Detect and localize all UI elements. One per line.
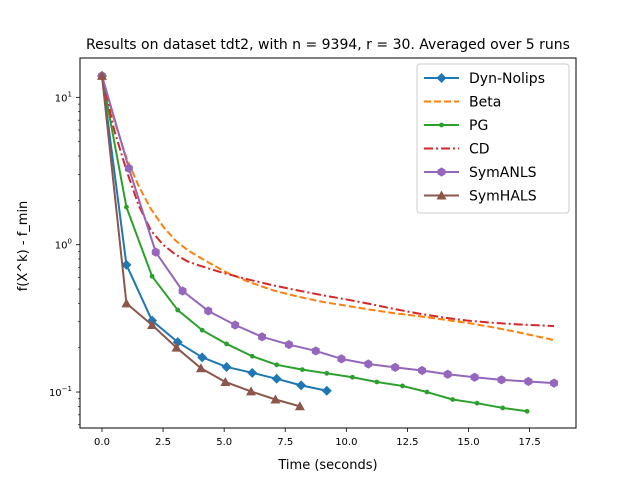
data-point <box>178 286 187 296</box>
legend-item: CD <box>424 142 490 158</box>
data-point <box>311 346 320 356</box>
x-tick-label: 10.0 <box>335 437 357 448</box>
series-cd <box>101 75 555 328</box>
legend-item: Beta <box>424 95 501 111</box>
data-point <box>364 359 373 369</box>
legend-label: CD <box>469 142 490 158</box>
data-point <box>199 327 205 333</box>
legend-swatch-marker <box>437 167 446 177</box>
data-point <box>172 337 183 348</box>
legend-label: SymHALS <box>469 189 537 205</box>
series-layer <box>96 70 558 414</box>
data-point <box>231 320 240 330</box>
y-tick-label: 100 <box>55 238 72 252</box>
data-point <box>204 306 213 316</box>
data-point <box>284 339 293 350</box>
data-point <box>270 394 281 404</box>
legend-swatch-marker <box>439 122 444 128</box>
x-tick-label: 12.5 <box>396 437 418 448</box>
data-point <box>171 342 182 352</box>
series-symanls <box>98 71 558 388</box>
data-point <box>400 383 405 389</box>
data-point <box>470 372 479 382</box>
data-point <box>247 367 258 378</box>
series-line <box>101 75 555 342</box>
data-point <box>391 362 400 372</box>
data-point <box>221 361 232 372</box>
data-point <box>299 367 305 372</box>
data-point <box>500 405 506 411</box>
data-point <box>374 379 380 385</box>
legend-swatch-marker <box>436 190 447 200</box>
x-tick-label: 0.0 <box>94 437 110 448</box>
data-point <box>224 341 230 347</box>
data-point <box>175 307 181 313</box>
data-point <box>274 362 280 368</box>
plot-area: 0.0 2.5 5.0 7.5 10.0 12.5 15.0 17.5 10−1 100 101 <box>49 57 577 448</box>
data-point <box>124 204 129 210</box>
series-line <box>101 75 555 385</box>
series-beta <box>101 75 555 342</box>
legend-label: PG <box>469 118 488 134</box>
x-tick-label: 7.5 <box>277 437 293 448</box>
data-point <box>296 380 307 391</box>
x-tick-label: 17.5 <box>518 437 540 448</box>
legend-label: Dyn-Nolips <box>469 71 545 87</box>
data-point <box>121 259 132 270</box>
y-tick-label: 10−1 <box>49 385 72 399</box>
legend-item: PG <box>424 118 488 134</box>
x-tick-label: 2.5 <box>155 437 171 448</box>
x-tick-label: 5.0 <box>216 437 232 448</box>
data-point <box>443 369 452 379</box>
data-point <box>294 401 305 411</box>
series-line <box>100 75 327 392</box>
legend-label: Beta <box>469 95 501 111</box>
data-point <box>337 354 346 364</box>
data-point <box>147 320 158 330</box>
legend-item: SymANLS <box>424 165 537 181</box>
data-point <box>474 400 480 406</box>
data-point <box>424 389 430 395</box>
data-point <box>121 298 132 308</box>
data-point <box>271 373 282 384</box>
series-line <box>101 75 555 328</box>
legend-label: SymANLS <box>469 165 537 181</box>
data-point <box>350 374 355 380</box>
data-point <box>249 353 255 359</box>
x-axis-ticks: 0.0 2.5 5.0 7.5 10.0 12.5 15.0 17.5 <box>94 428 541 448</box>
data-point <box>197 352 208 363</box>
plot-frame <box>79 57 577 429</box>
series-line <box>101 75 528 413</box>
data-point <box>149 273 155 279</box>
data-point <box>524 376 533 387</box>
data-point <box>321 385 332 396</box>
data-point <box>220 376 231 386</box>
y-axis-title: f(X^k) - f_min <box>16 201 31 292</box>
data-point <box>96 70 107 80</box>
legend-item: SymHALS <box>424 189 537 205</box>
x-axis-title: Time (seconds) <box>277 458 377 473</box>
data-point <box>450 397 456 402</box>
y-tick-label: 101 <box>55 90 72 104</box>
data-point <box>246 386 257 396</box>
data-point <box>195 363 206 373</box>
chart-title: Results on dataset tdt2, with n = 9394, … <box>86 37 570 53</box>
data-point <box>151 247 160 257</box>
y-axis-ticks: 10−1 100 101 <box>49 90 80 426</box>
data-point <box>258 332 267 342</box>
legend-item: Dyn-Nolips <box>424 71 545 87</box>
data-point <box>550 378 558 388</box>
legend: Dyn-Nolips Beta PG CD SymANLS SymHALS <box>416 63 570 214</box>
x-tick-label: 15.0 <box>457 437 479 448</box>
series-symhals <box>96 70 305 411</box>
data-point <box>497 375 506 385</box>
legend-swatch-marker <box>436 73 447 83</box>
data-point <box>524 408 530 414</box>
data-point <box>124 163 133 173</box>
data-point <box>418 365 427 376</box>
data-point <box>324 370 330 376</box>
